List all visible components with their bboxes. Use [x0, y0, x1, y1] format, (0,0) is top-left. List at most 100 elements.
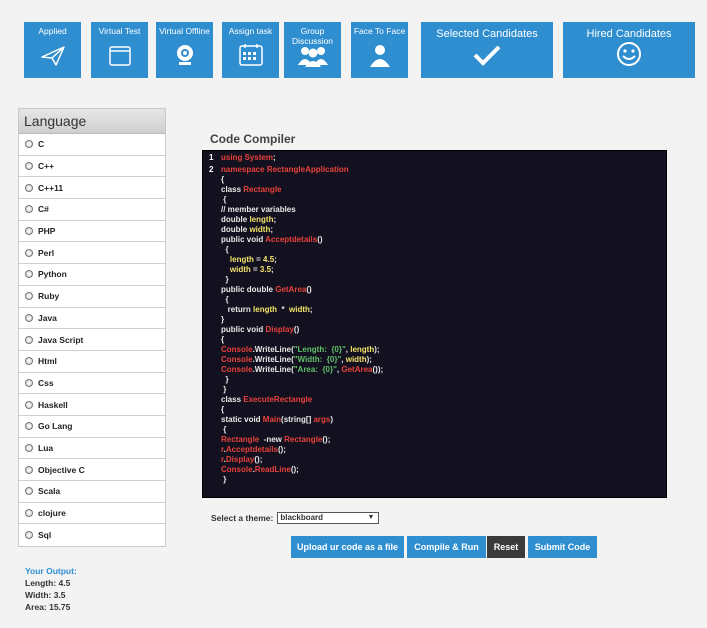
tile-selected-candidates-label: Selected Candidates — [436, 28, 538, 40]
radio-icon[interactable] — [25, 140, 33, 149]
language-option-php[interactable]: PHP — [19, 221, 165, 243]
radio-icon[interactable] — [25, 400, 33, 409]
code-text: class Rectangle — [221, 185, 282, 195]
submit-code-button[interactable]: Submit Code — [528, 536, 597, 558]
tile-virtual-test-label: Virtual Test — [98, 26, 141, 36]
language-option-haskell[interactable]: Haskell — [19, 394, 165, 416]
radio-icon[interactable] — [25, 531, 33, 540]
output-line: Length: 4.5 — [25, 578, 71, 588]
radio-icon[interactable] — [25, 205, 33, 214]
radio-icon[interactable] — [25, 335, 33, 344]
language-label: Css — [38, 377, 54, 388]
radio-icon[interactable] — [25, 422, 33, 431]
code-line: } — [209, 385, 666, 395]
language-option-java[interactable]: Java — [19, 308, 165, 330]
language-label: C++11 — [38, 182, 64, 193]
radio-icon[interactable] — [25, 313, 33, 322]
language-option-c[interactable]: C — [19, 134, 165, 156]
code-line: r.Display(); — [209, 455, 666, 465]
code-line: } — [209, 315, 666, 325]
smiley-icon — [616, 41, 642, 72]
tile-applied[interactable]: Applied — [24, 22, 81, 78]
code-line: { — [209, 405, 666, 415]
code-line: public void Acceptdetails() — [209, 235, 666, 245]
code-text: { — [221, 195, 227, 205]
radio-icon[interactable] — [25, 378, 33, 387]
language-label: Html — [38, 356, 57, 367]
compile-run-button[interactable]: Compile & Run — [407, 536, 486, 558]
code-text: { — [221, 245, 229, 255]
code-text: } — [221, 385, 227, 395]
language-option-javascript[interactable]: Java Script — [19, 329, 165, 351]
language-option-perl[interactable]: Perl — [19, 242, 165, 265]
language-option-csharp[interactable]: C# — [19, 199, 165, 221]
code-line: Console.WriteLine("Length: {0}", length)… — [209, 345, 666, 355]
code-line: double width; — [209, 225, 666, 235]
radio-icon[interactable] — [25, 248, 33, 257]
output-panel: Your Output: Length: 4.5 Width: 3.5 Area… — [25, 565, 77, 613]
tile-assign-task[interactable]: Assign task — [222, 22, 279, 78]
theme-select[interactable]: blackboard ▼ — [277, 512, 380, 524]
code-text: { — [221, 295, 229, 305]
radio-icon[interactable] — [25, 292, 33, 301]
tile-selected-candidates[interactable]: Selected Candidates — [421, 22, 553, 78]
code-text: { — [221, 175, 225, 185]
radio-icon[interactable] — [25, 509, 33, 518]
radio-icon[interactable] — [25, 465, 33, 474]
radio-icon[interactable] — [25, 227, 33, 236]
code-text: Console.WriteLine("Area: {0}", GetArea()… — [221, 365, 384, 375]
radio-icon[interactable] — [25, 487, 33, 496]
language-option-lua[interactable]: Lua — [19, 438, 165, 460]
language-label: Ruby — [38, 291, 60, 302]
radio-icon[interactable] — [25, 443, 33, 452]
tile-hired-candidates[interactable]: Hired Candidates — [563, 22, 695, 78]
code-line: 2 namespace RectangleApplication — [209, 165, 666, 175]
language-option-sql[interactable]: Sql — [19, 524, 165, 546]
language-label: Java Script — [38, 334, 84, 345]
language-option-objective-c[interactable]: Objective C — [19, 459, 165, 481]
code-line: { — [209, 245, 666, 255]
code-text: Console.ReadLine(); — [221, 465, 299, 475]
language-option-ruby[interactable]: Ruby — [19, 286, 165, 308]
code-line: { — [209, 335, 666, 345]
code-text: static void Main(string[] args) — [221, 415, 334, 425]
code-text: namespace RectangleApplication — [221, 165, 349, 175]
dropdown-arrow-icon: ▼ — [367, 514, 375, 521]
line-number: 1 — [209, 153, 214, 162]
tile-virtual-offline[interactable]: Virtual Offline — [156, 22, 213, 78]
radio-icon[interactable] — [25, 270, 33, 279]
output-title: Your Output: — [25, 566, 77, 576]
language-option-golang[interactable]: Go Lang — [19, 416, 165, 438]
radio-icon[interactable] — [25, 183, 33, 192]
code-text: } — [221, 315, 225, 325]
reset-button[interactable]: Reset — [487, 536, 525, 558]
language-label: Lua — [38, 442, 54, 453]
language-option-cpp[interactable]: C++ — [19, 156, 165, 178]
code-text: length = 4.5; — [229, 255, 277, 265]
tile-hired-candidates-label: Hired Candidates — [586, 28, 672, 40]
code-text: } — [221, 475, 227, 485]
upload-code-button[interactable]: Upload ur code as a file — [291, 536, 404, 558]
code-line: } — [209, 475, 666, 485]
code-text: r.Acceptdetails(); — [221, 445, 286, 455]
tile-virtual-test[interactable]: Virtual Test — [91, 22, 148, 78]
language-option-cpp11[interactable]: C++11 — [19, 177, 165, 200]
paper-plane-icon — [40, 45, 66, 72]
code-line: { — [209, 175, 666, 185]
radio-icon[interactable] — [25, 162, 33, 171]
language-panel-title: Language — [19, 109, 165, 134]
code-text: return length * width; — [221, 305, 313, 315]
language-label: PHP — [38, 226, 56, 237]
theme-label: Select a theme: — [211, 513, 274, 523]
language-option-python[interactable]: Python — [19, 264, 165, 286]
tile-face-to-face[interactable]: Face To Face — [351, 22, 408, 78]
language-option-html[interactable]: Html — [19, 351, 165, 373]
language-option-css[interactable]: Css — [19, 373, 165, 395]
language-option-scala[interactable]: Scala — [19, 481, 165, 503]
radio-icon[interactable] — [25, 357, 33, 366]
language-option-clojure[interactable]: clojure — [19, 503, 165, 525]
code-editor[interactable]: 1 using System; 2 namespace RectangleApplic… — [202, 150, 667, 498]
tile-group-discussion[interactable]: Group Discussion — [284, 22, 341, 78]
language-label: Python — [38, 269, 67, 280]
output-line: Area: 15.75 — [25, 602, 71, 612]
